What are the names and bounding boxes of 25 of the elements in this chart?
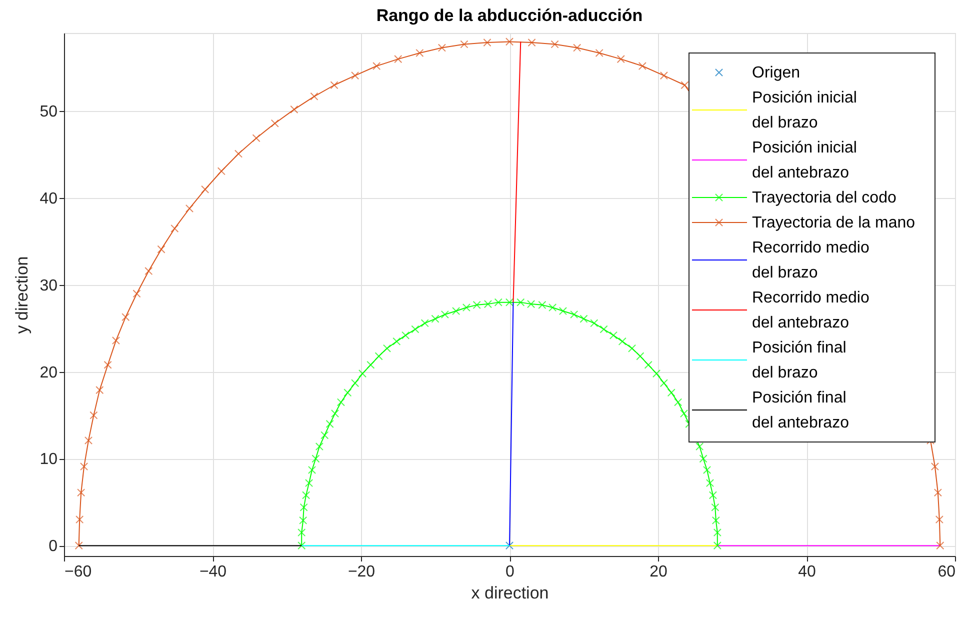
chart-title: Rango de la abducción-aducción	[376, 6, 643, 25]
x-tick-label: −40	[199, 564, 227, 580]
legend-label: Posición final del antebrazo	[752, 390, 850, 432]
y-axis-title: y direction	[12, 256, 32, 334]
x-tick-label: −60	[64, 564, 92, 580]
y-tick-label: 10	[40, 451, 58, 468]
x-tick-label: 40	[798, 564, 816, 580]
legend-label: Posición inicial del brazo	[752, 90, 857, 132]
y-tick-label: 20	[40, 364, 58, 382]
legend-label: Posición inicial del antebrazo	[752, 140, 857, 182]
x-axis-title: x direction	[471, 584, 549, 602]
y-tick-label: 40	[40, 190, 58, 208]
x-tick-label: −20	[348, 564, 376, 580]
legend-label: Recorrido medio del antebrazo	[752, 290, 870, 332]
legend-label: Trayectoria de la mano	[752, 214, 916, 232]
legend-label: Recorrido medio del brazo	[752, 240, 870, 282]
x-tick-label: 20	[650, 564, 668, 580]
y-tick-label: 50	[40, 104, 58, 121]
x-tick-label: 60	[938, 564, 956, 580]
legend-label: Posición final del brazo	[752, 340, 846, 382]
y-tick-label: 0	[48, 538, 58, 556]
legend-label: Trayectoria del codo	[752, 190, 896, 206]
y-tick-label: 30	[40, 277, 58, 294]
legend-label: Origen	[752, 64, 800, 82]
x-tick-label: 0	[506, 564, 515, 580]
